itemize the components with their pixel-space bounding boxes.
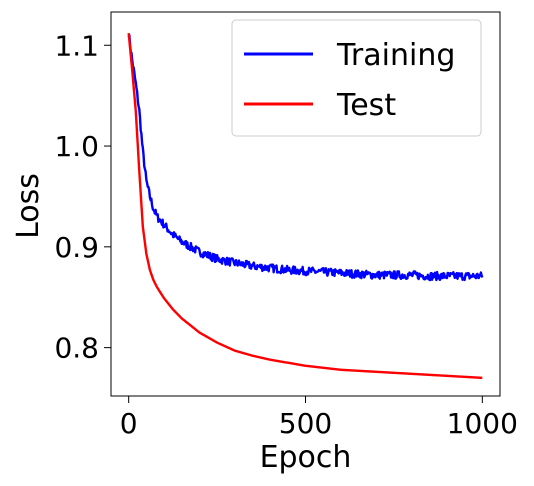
legend-label-training: Training	[336, 38, 455, 73]
y-tick-label: 1.1	[54, 29, 99, 62]
series-layer	[127, 33, 484, 380]
legend-box	[231, 19, 482, 137]
ticks-layer: 0 500 1000 0.8 0.9 1.0 1.1	[54, 29, 517, 440]
x-tick-label: 500	[279, 407, 332, 440]
x-tick-label: 0	[120, 407, 138, 440]
y-axis-label: Loss	[11, 173, 46, 239]
y-tick-label: 1.0	[54, 130, 99, 163]
series-line-training	[127, 34, 484, 282]
x-axis-label: Epoch	[260, 440, 352, 475]
x-tick-label: 1000	[447, 407, 518, 440]
y-tick-label: 0.9	[54, 231, 99, 264]
legend-label-test: Test	[336, 88, 396, 123]
series-line-test	[127, 33, 483, 380]
y-tick-label: 0.8	[54, 332, 99, 365]
legend: Training Test	[231, 19, 482, 137]
